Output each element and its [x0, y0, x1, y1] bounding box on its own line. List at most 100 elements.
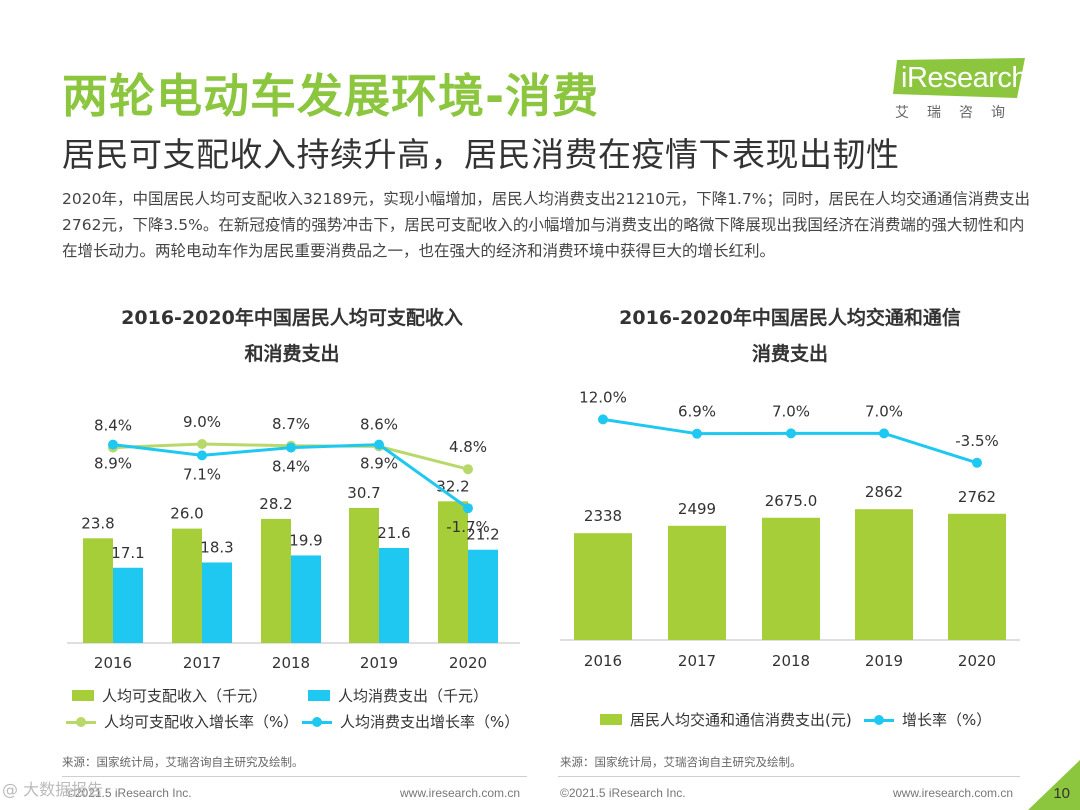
bar-transport-2020 — [948, 513, 1006, 640]
bar-income-2020 — [438, 501, 468, 643]
legend-consumption-growth-swatch — [302, 716, 332, 728]
bar-income-2019 — [349, 507, 379, 643]
chart1-title-line2: 和消费支出 — [244, 343, 340, 365]
label-transport-2019: 2862 — [865, 483, 903, 501]
label-income-2019: 30.7 — [347, 484, 380, 502]
legend-income-label: 人均可支配收入（千元） — [102, 687, 268, 705]
iresearch-logo: iResearch 艾瑞咨询 — [893, 58, 1028, 122]
bar-consumption-2016 — [113, 567, 143, 643]
label-income-2020: 32.2 — [436, 477, 469, 495]
label-consumption-growth-2018: 8.4% — [272, 458, 310, 476]
bar-consumption-2019 — [379, 547, 409, 643]
label-consumption-growth-2020: -1.7% — [446, 518, 490, 536]
logo-wordmark: iResearch — [901, 62, 1028, 94]
footer-left-copyright: ©2021.5 iResearch Inc. — [66, 786, 192, 800]
label-income-2017: 26.0 — [170, 505, 203, 523]
legend-consumption-swatch — [308, 690, 330, 701]
label-consumption-growth-2016: 8.9% — [94, 455, 132, 473]
footer-right-copyright: ©2021.5 iResearch Inc. — [560, 786, 686, 800]
tick-label-transport-2019: 2019 — [865, 652, 903, 670]
label-consumption-growth-2017: 7.1% — [183, 465, 221, 483]
tick-label-2018: 2018 — [272, 654, 310, 672]
tick-label-transport-2017: 2017 — [678, 652, 716, 670]
label-transport-2016: 2338 — [584, 507, 622, 525]
tick-label-2016: 2016 — [94, 654, 132, 672]
legend-transport-growth: 增长率（%） — [864, 709, 991, 730]
footer-rule-left — [62, 776, 527, 777]
label-consumption-2016: 17.1 — [111, 544, 144, 562]
label-income-2016: 23.8 — [81, 514, 114, 532]
point-transport-growth-2017 — [692, 428, 702, 439]
chart2-title-line2: 消费支出 — [751, 343, 828, 365]
legend-consumption: 人均消费支出（千元） — [308, 685, 488, 706]
footer-right-url[interactable]: www.iresearch.com.cn — [893, 786, 1014, 800]
tick-label-transport-2020: 2020 — [958, 652, 996, 670]
logo-mark — [893, 58, 1025, 98]
bar-income-2016 — [83, 538, 113, 643]
bar-income-2017 — [172, 528, 202, 643]
tick-label-2020: 2020 — [449, 654, 487, 672]
label-consumption-2018: 19.9 — [289, 531, 322, 549]
label-transport-growth-2018: 7.0% — [772, 402, 810, 420]
bar-income-2018 — [261, 518, 291, 643]
label-transport-growth-2020: -3.5% — [955, 432, 999, 450]
bar-transport-2017 — [668, 525, 726, 640]
footer-left-url[interactable]: www.iresearch.com.cn — [400, 786, 521, 800]
watermark: @ 大数据报告 — [2, 780, 104, 799]
point-transport-growth-2019 — [879, 428, 889, 439]
legend-consumption-label: 人均消费支出（千元） — [338, 687, 489, 705]
bar-transport-2016 — [574, 533, 632, 640]
footer-rule-right — [558, 776, 1020, 777]
tick-label-2019: 2019 — [360, 654, 398, 672]
chart2-title-line1: 2016-2020年中国居民人均交通和通信 — [619, 307, 961, 329]
bar-transport-2018 — [762, 517, 820, 640]
label-consumption-growth-2019: 8.9% — [360, 455, 398, 473]
label-transport-2018: 2675.0 — [765, 492, 818, 510]
point-consumption-growth-2016 — [108, 439, 118, 450]
page-corner-mark — [1028, 760, 1080, 810]
label-consumption-2017: 18.3 — [200, 538, 233, 556]
legend-consumption-growth-label: 人均消费支出增长率（%） — [340, 713, 520, 731]
point-income-growth-2020 — [463, 464, 473, 475]
legend-income: 人均可支配收入（千元） — [72, 685, 267, 706]
legend-income-growth: 人均可支配收入增长率（%） — [66, 711, 298, 732]
chart2-plot: 2338 2016 2499 2017 2675.0 2018 2862 2019 2762 20… — [560, 388, 1020, 670]
legend-transport: 居民人均交通和通信消费支出(元) — [600, 709, 852, 730]
tick-label-2017: 2017 — [183, 654, 221, 672]
point-transport-growth-2016 — [598, 414, 608, 425]
label-transport-2020: 2762 — [958, 488, 996, 506]
legend-transport-swatch — [600, 714, 622, 725]
chart2-source: 来源：国家统计局，艾瑞咨询自主研究及绘制。 — [560, 755, 802, 769]
page-title: 两轮电动车发展环境-消费 — [62, 69, 600, 123]
label-income-growth-2018: 8.7% — [272, 415, 310, 433]
logo-cn-text: 艾瑞咨询 — [895, 105, 1023, 121]
label-consumption-2020: 21.2 — [466, 526, 499, 544]
chart1-title-line1: 2016-2020年中国居民人均可支配收入 — [121, 307, 463, 329]
point-transport-growth-2018 — [786, 428, 796, 439]
label-transport-2017: 2499 — [678, 500, 716, 518]
line-transport-growth — [602, 417, 978, 465]
page-subtitle: 居民可支配收入持续升高，居民消费在疫情下表现出韧性 — [62, 135, 900, 174]
legend-transport-label: 居民人均交通和通信消费支出(元) — [630, 711, 852, 729]
label-income-growth-2016: 8.4% — [94, 417, 132, 435]
point-consumption-growth-2017 — [197, 450, 207, 461]
bar-consumption-2020 — [468, 549, 498, 643]
page-number: 10 — [1053, 785, 1070, 802]
intro-paragraph: 2020年，中国居民人均可支配收入32189元，实现小幅增加，居民人均消费支出2… — [62, 190, 1030, 260]
label-transport-growth-2016: 12.0% — [579, 388, 627, 406]
point-consumption-growth-2018 — [286, 442, 296, 453]
bar-consumption-2017 — [202, 562, 232, 643]
label-income-growth-2020: 4.8% — [449, 438, 487, 456]
legend-income-swatch — [72, 690, 94, 701]
bar-transport-2019 — [855, 509, 913, 640]
legend-transport-growth-swatch — [864, 714, 894, 726]
legend-transport-growth-label: 增长率（%） — [902, 711, 992, 729]
point-transport-growth-2020 — [972, 457, 982, 468]
legend-income-growth-swatch — [66, 716, 96, 728]
label-income-growth-2017: 9.0% — [183, 413, 221, 431]
chart1-title: 2016-2020年中国居民人均可支配收入 和消费支出 — [62, 300, 522, 372]
chart1-plot: 23.8 17.1 2016 26.0 18.3 2017 28.2 19.9 2018 30.7… — [67, 413, 520, 672]
point-consumption-growth-2020 — [463, 503, 473, 514]
label-transport-growth-2017: 6.9% — [678, 403, 716, 421]
bar-consumption-2018 — [291, 555, 321, 643]
